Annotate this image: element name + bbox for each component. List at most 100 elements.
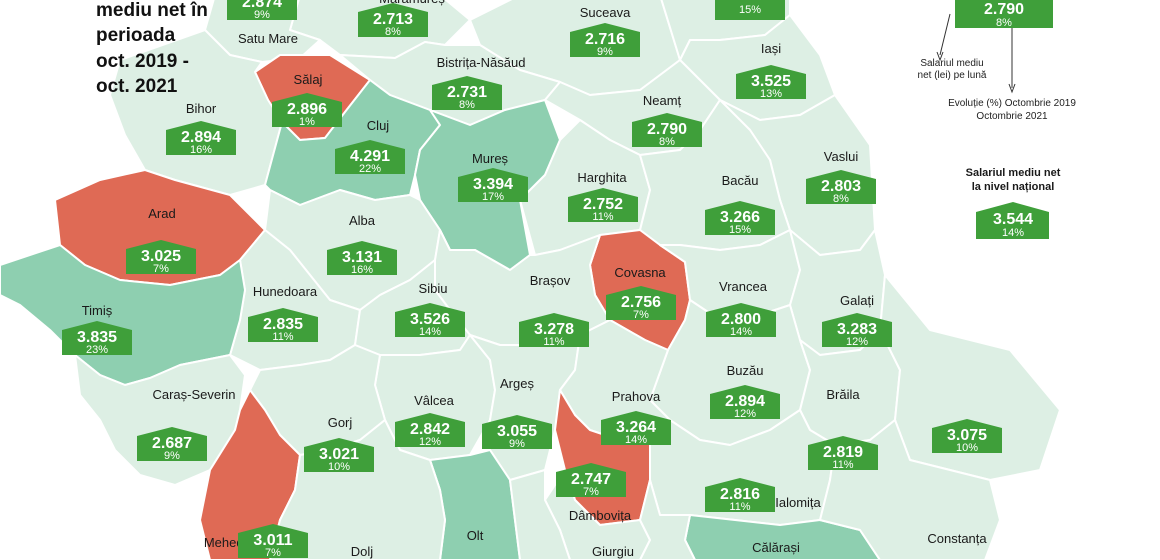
legend-pointer-salary [939, 13, 951, 56]
badge-value-bihor: 2.894 [181, 129, 221, 146]
badge-shape-covasna [606, 286, 676, 320]
badge-shape-arad [126, 240, 196, 274]
county-name-harghita: Harghita [577, 170, 627, 185]
county-name-arad: Arad [148, 206, 175, 221]
badge-pct-tulcea: 10% [956, 442, 978, 454]
badge-value-sibiu: 3.526 [410, 311, 450, 328]
badge-value-vrancea: 2.800 [721, 311, 761, 328]
county-name-giurgiu: Giurgiu [592, 544, 634, 559]
badge-value-neamt: 2.790 [647, 121, 687, 138]
badge-value-covasna: 2.756 [621, 294, 661, 311]
badge-value-gorj: 3.021 [319, 446, 359, 463]
county-tulcea[interactable] [879, 274, 1061, 481]
badge-shape-botosani [715, 0, 785, 20]
badge-value-suceava: 2.716 [585, 31, 625, 48]
badge-shape-dambovita [556, 463, 626, 497]
badge-shape-maramures [358, 3, 428, 37]
legend-arrow-icon-2 [936, 51, 944, 62]
badge-shape-arges [482, 415, 552, 449]
badge-pct-valcea: 12% [419, 436, 441, 448]
badge-pct-covasna: 7% [633, 309, 649, 321]
badge-pct-hunedoara: 11% [272, 331, 293, 343]
county-name-bacau: Bacău [722, 173, 759, 188]
map-title: mediu net în perioada oct. 2019 - oct. 2… [96, 0, 208, 97]
badge-pct-suceava: 9% [597, 46, 613, 58]
badge-shape-neamt [632, 113, 702, 147]
badge-pct-bacau: 15% [729, 224, 751, 236]
county-name-bihor: Bihor [186, 101, 217, 116]
badge-value-arges: 3.055 [497, 423, 537, 440]
title-line-3: oct. 2019 - [96, 51, 189, 72]
badge-shape-tulcea [932, 419, 1002, 453]
badge-pct-botosani: 15% [739, 4, 761, 16]
badge-value-prahova: 3.264 [616, 419, 656, 436]
badge-value-alba: 3.131 [342, 249, 382, 266]
badge-value-braila: 2.819 [823, 444, 863, 461]
badge-shape-hunedoara [248, 308, 318, 342]
county-name-calarasi: Călărași [752, 540, 800, 555]
badge-value-dambovita: 2.747 [571, 471, 611, 488]
county-name-sibiu: Sibiu [419, 281, 448, 296]
badge-pct-neamt: 8% [659, 136, 675, 148]
badge-shape-buzau [710, 385, 780, 419]
badge-shape-salaj [272, 93, 342, 127]
county-name-covasna: Covasna [614, 265, 666, 280]
badge-shape-prahova [601, 411, 671, 445]
badge-pct-prahova: 14% [625, 434, 647, 446]
badge-value-cluj: 4.291 [350, 148, 390, 165]
badge-value-bistrita: 2.731 [447, 84, 487, 101]
badge-pct-brasov: 11% [543, 336, 564, 348]
national-label-line-2: la nivel național [972, 181, 1055, 193]
legend-arrow-icon [1008, 83, 1016, 94]
badge-value-salaj: 2.896 [287, 101, 327, 118]
badge-pct-mehedinti: 7% [265, 547, 281, 559]
badge-value-valcea: 2.842 [410, 421, 450, 438]
county-ilfov[interactable] [639, 479, 696, 560]
badge-value-bacau: 3.266 [720, 209, 760, 226]
badge-value-hunedoara: 2.835 [263, 316, 303, 333]
title-line-4: oct. 2021 [96, 76, 178, 97]
badge-pct-timis: 23% [86, 344, 108, 356]
badge-shape-vaslui [806, 170, 876, 204]
badge-pct-dambovita: 7% [583, 486, 599, 498]
county-badge-botosani: 15% [715, 0, 785, 20]
badge-shape-cluj [335, 140, 405, 174]
badge-shape-galati [822, 313, 892, 347]
county-name-braila: Brăila [826, 387, 860, 402]
national-average: Salariul mediu net la nivel național 3.5… [966, 167, 1061, 239]
badge-shape-brasov [519, 313, 589, 347]
county-name-buzau: Buzău [727, 363, 764, 378]
county-name-prahova: Prahova [612, 389, 661, 404]
badge-shape-bihor [166, 121, 236, 155]
county-teleorman[interactable] [509, 469, 571, 560]
national-value: 3.544 [993, 211, 1033, 228]
badge-shape-suceava [570, 23, 640, 57]
county-name-bistrita: Bistrița-Năsăud [437, 55, 526, 70]
county-name-timis: Timiș [82, 303, 113, 318]
county-name-constanta: Constanța [927, 531, 987, 546]
badge-value-mures: 3.394 [473, 176, 513, 193]
badge-pct-ialomita: 11% [729, 501, 750, 513]
county-name-salaj: Sălaj [294, 72, 323, 87]
title-line-2: perioada [96, 25, 176, 46]
county-name-olt: Olt [467, 528, 484, 543]
